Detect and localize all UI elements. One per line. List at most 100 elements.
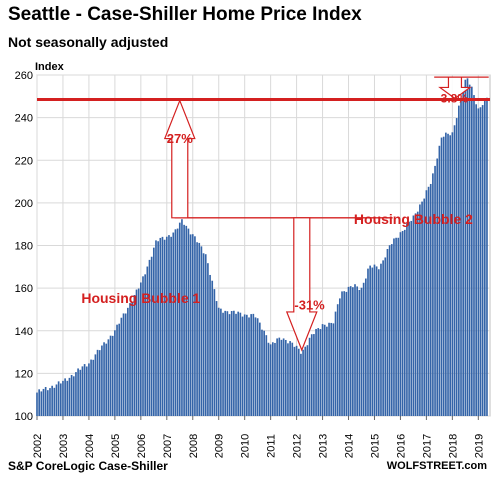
- bar: [129, 303, 131, 416]
- bar: [101, 345, 103, 416]
- x-tick-label: 2016: [395, 434, 407, 458]
- bar: [59, 383, 62, 416]
- bar: [170, 236, 172, 416]
- bar: [364, 278, 367, 416]
- bar: [38, 389, 40, 416]
- bar: [427, 186, 430, 416]
- bar: [306, 345, 309, 416]
- bar: [269, 344, 272, 416]
- bar: [462, 91, 465, 417]
- bar: [274, 342, 276, 416]
- bar: [140, 282, 142, 416]
- bar: [328, 322, 330, 416]
- down-arrow-3-8: [438, 76, 472, 100]
- bar: [265, 335, 268, 416]
- bar: [163, 239, 166, 416]
- bar: [127, 307, 129, 416]
- bar: [438, 145, 441, 417]
- bar: [442, 136, 445, 416]
- x-tick-label: 2012: [292, 434, 304, 458]
- bar: [198, 242, 201, 416]
- bar: [46, 390, 49, 416]
- bar: [321, 324, 324, 416]
- bar: [410, 220, 413, 416]
- bar: [75, 372, 77, 416]
- annotation-label: -31%: [294, 297, 325, 312]
- bar: [77, 368, 79, 416]
- bar: [131, 301, 134, 416]
- bar: [408, 221, 410, 416]
- bar: [207, 263, 209, 416]
- bar: [107, 339, 110, 416]
- y-tick-label: 200: [15, 198, 33, 210]
- bar: [191, 234, 194, 416]
- annotation-label: Housing Bubble 1: [81, 290, 200, 306]
- x-tick-label: 2013: [318, 434, 330, 458]
- bar: [213, 289, 216, 416]
- bar: [339, 298, 341, 416]
- bar: [103, 342, 105, 416]
- bar: [451, 132, 454, 416]
- bar: [468, 84, 471, 416]
- bar: [36, 392, 38, 416]
- bar: [369, 265, 371, 416]
- bar: [453, 125, 456, 416]
- bar: [282, 338, 285, 416]
- x-tick-label: 2002: [32, 434, 44, 458]
- bar: [401, 230, 404, 416]
- bar: [473, 95, 475, 416]
- bar: [300, 353, 302, 416]
- bar: [384, 257, 387, 416]
- bar: [254, 317, 257, 416]
- bar: [176, 228, 179, 416]
- bar: [42, 388, 45, 416]
- bar: [172, 232, 175, 416]
- bar: [388, 245, 391, 416]
- bar: [267, 342, 270, 416]
- bar: [278, 337, 281, 416]
- bar: [352, 287, 354, 416]
- bar: [360, 287, 363, 416]
- bar: [284, 339, 287, 416]
- bar: [367, 268, 369, 416]
- bar: [291, 342, 294, 416]
- bar: [155, 240, 157, 416]
- bar: [152, 247, 155, 416]
- bar: [209, 274, 211, 416]
- bar: [239, 312, 242, 416]
- arrows: [163, 76, 472, 352]
- y-axis: 100 120 140 160 180 200 220 240 260: [15, 70, 33, 423]
- bar: [345, 291, 348, 416]
- bar: [263, 330, 265, 416]
- x-tick-label: 2008: [188, 434, 200, 458]
- annotation-label: 27%: [167, 131, 193, 146]
- bar: [72, 376, 75, 416]
- bar: [202, 253, 205, 416]
- bar: [349, 286, 352, 416]
- bar: [142, 276, 144, 416]
- bar: [122, 313, 125, 416]
- x-tick-label: 2015: [369, 434, 381, 458]
- bar: [215, 301, 218, 416]
- bar: [356, 286, 359, 416]
- x-tick-label: 2019: [473, 434, 485, 458]
- bar: [246, 314, 248, 416]
- bar: [224, 310, 227, 416]
- bar: [460, 98, 462, 416]
- bar: [416, 211, 419, 416]
- bar: [302, 349, 304, 416]
- bar: [440, 137, 443, 416]
- x-tick-label: 2011: [266, 434, 278, 458]
- y-axis-label: Index: [35, 61, 65, 73]
- y-tick-label: 240: [15, 113, 33, 125]
- bar: [241, 316, 244, 416]
- y-tick-label: 140: [15, 326, 33, 338]
- bar: [421, 201, 423, 416]
- bar: [137, 288, 140, 416]
- bar: [187, 228, 190, 416]
- bar: [133, 295, 136, 416]
- bar: [343, 291, 346, 416]
- chart-title: Seattle - Case-Shiller Home Price Index: [8, 4, 362, 25]
- bar: [375, 266, 378, 416]
